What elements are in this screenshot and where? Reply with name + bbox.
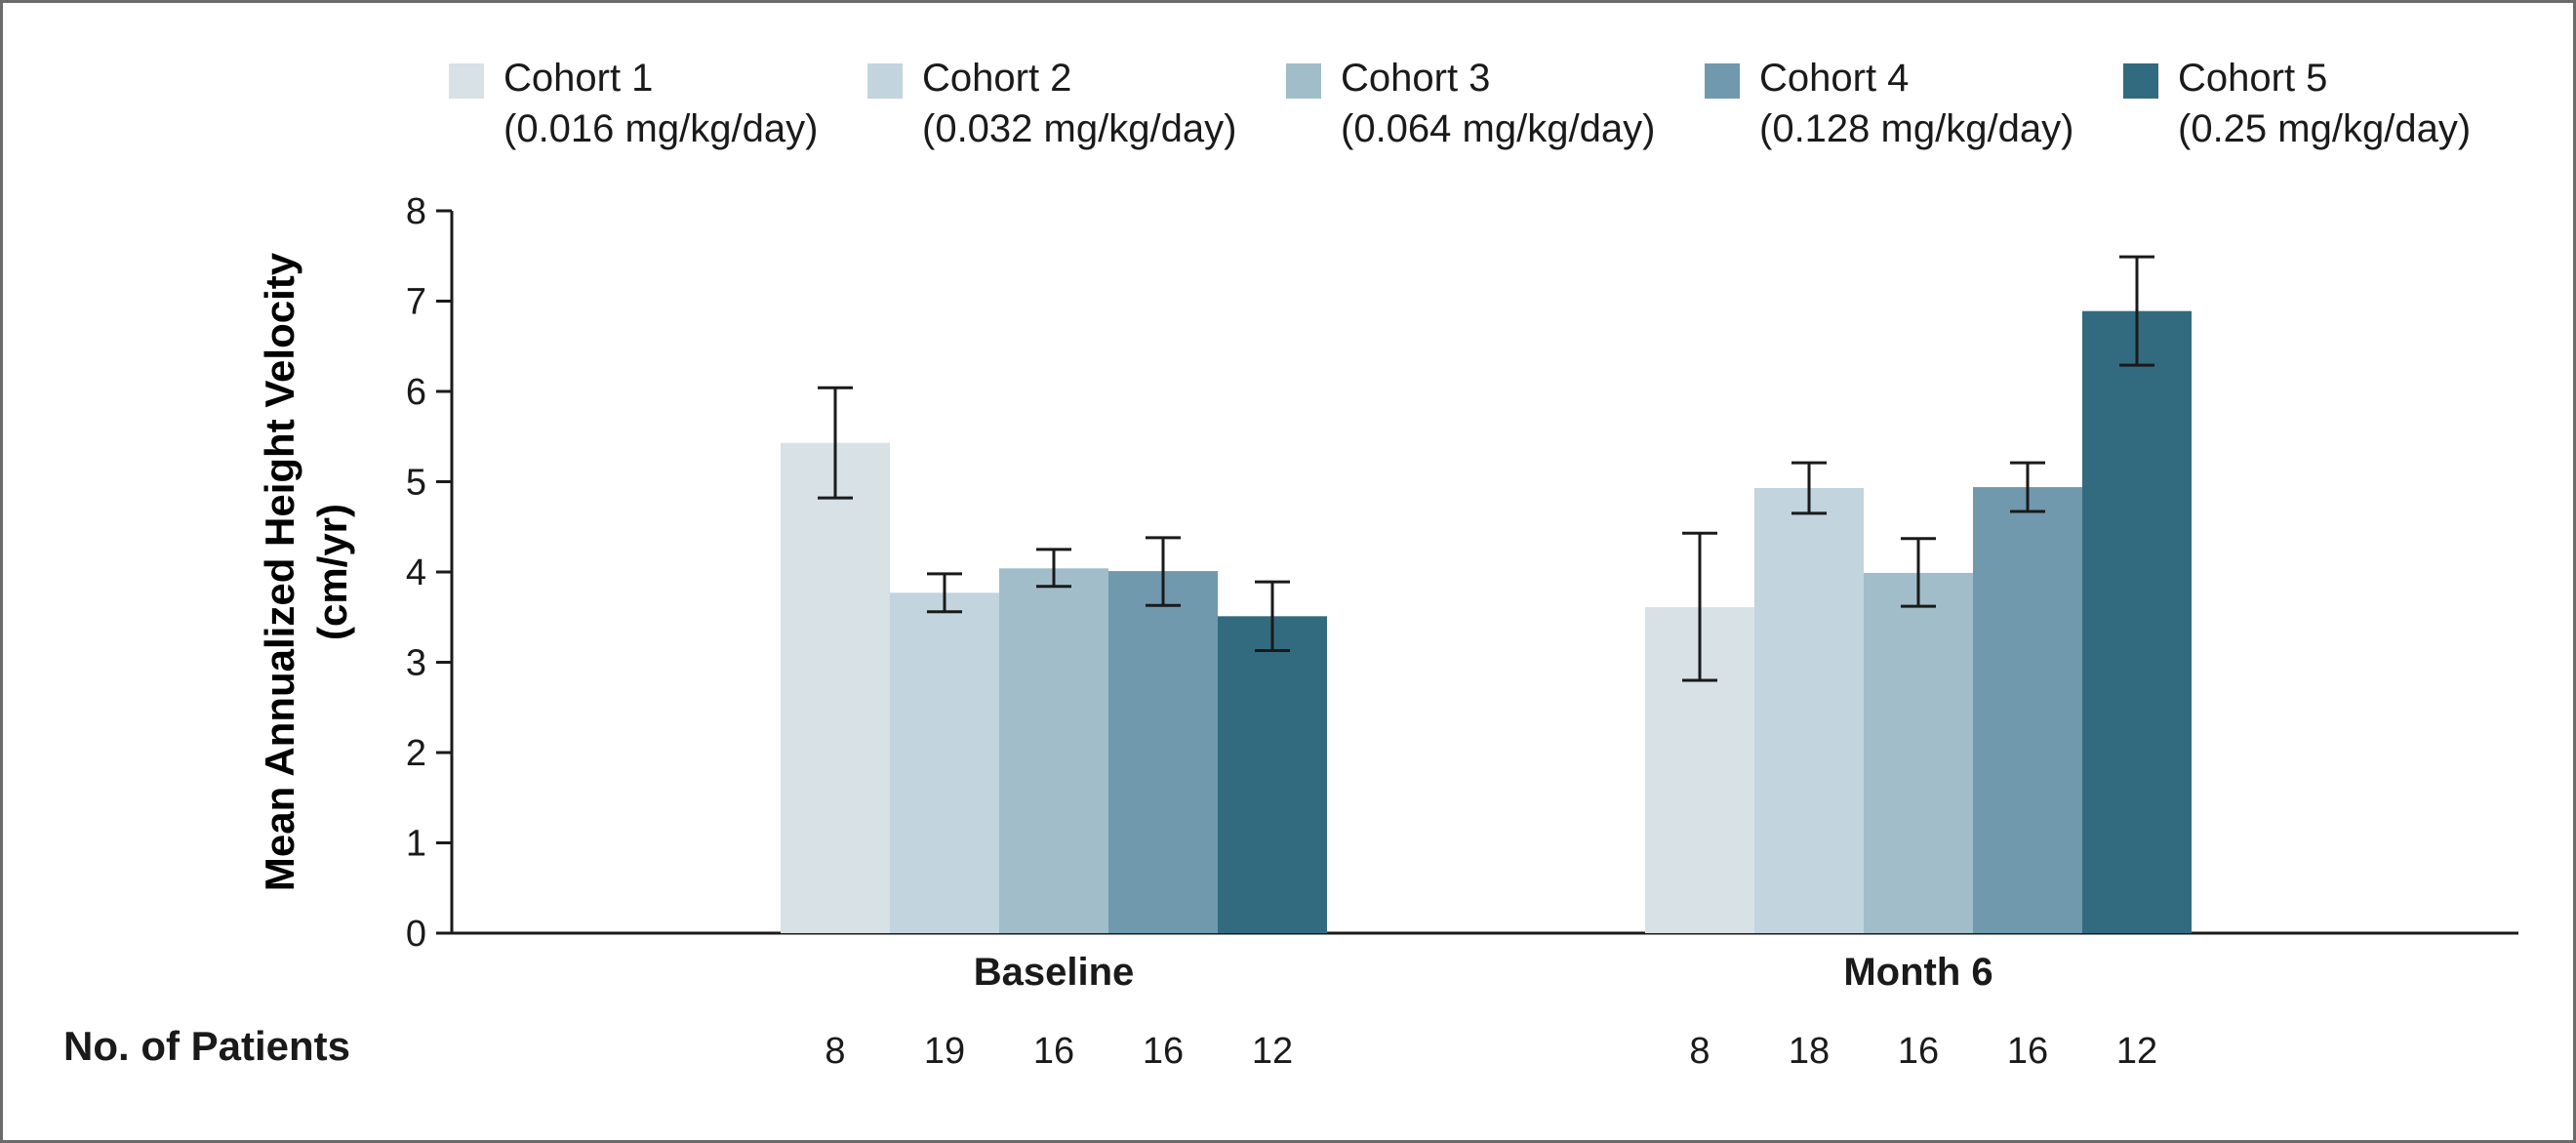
y-tick-label: 6 [406, 372, 426, 413]
y-tick-label: 1 [406, 824, 426, 865]
patient-count: 19 [924, 1031, 965, 1072]
patient-count: 16 [1143, 1031, 1184, 1072]
x-category-label: Baseline [974, 951, 1135, 994]
y-axis-label: Mean Annualized Height Velocity (cm/yr) [257, 252, 355, 891]
legend-dose: (0.064 mg/kg/day) [1341, 107, 1656, 150]
y-tick-label: 8 [406, 191, 426, 232]
bar [1218, 616, 1327, 933]
legend-label: Cohort 5 [2178, 57, 2328, 100]
y-tick-label: 5 [406, 463, 426, 504]
y-tick-label: 2 [406, 733, 426, 774]
legend-label: Cohort 2 [922, 57, 1072, 100]
legend-dose: (0.128 mg/kg/day) [1759, 107, 2074, 150]
patient-count: 16 [2007, 1031, 2048, 1072]
legend-label: Cohort 1 [503, 57, 654, 100]
bar-chart: Mean Annualized Height Velocity (cm/yr) … [257, 191, 2518, 1072]
y-tick-label: 3 [406, 643, 426, 684]
patient-count: 12 [2116, 1031, 2157, 1072]
y-tick-label: 4 [406, 552, 426, 593]
y-tick-label: 0 [406, 914, 426, 955]
legend-label: Cohort 3 [1341, 57, 1491, 100]
patient-count: 12 [1252, 1031, 1293, 1072]
legend-label: Cohort 4 [1759, 57, 1910, 100]
legend-swatch [1705, 63, 1740, 99]
patient-count: 16 [1898, 1031, 1939, 1072]
patient-count: 8 [1689, 1031, 1710, 1072]
y-axis-label-line2: (cm/yr) [309, 504, 355, 640]
y-axis-label-line1: Mean Annualized Height Velocity [257, 252, 302, 891]
axes: 0 1 2 3 4 5 6 7 8 [406, 191, 2518, 955]
legend: Cohort 1 (0.016 mg/kg/day) Cohort 2 (0.0… [3, 3, 2576, 169]
patient-counts: 8 19 16 16 12 8 18 16 16 12 [825, 1031, 2157, 1072]
bars [781, 310, 2192, 933]
bar [2082, 310, 2192, 933]
bar [1973, 487, 2082, 933]
legend-swatch [1286, 63, 1321, 99]
patient-count: 8 [825, 1031, 845, 1072]
category-labels: Baseline Month 6 [974, 951, 1993, 994]
patients-row-label: No. of Patients [63, 1023, 351, 1069]
legend-dose: (0.032 mg/kg/day) [922, 107, 1237, 150]
legend-swatch [2123, 63, 2158, 99]
bar [1108, 571, 1218, 933]
patient-count: 18 [1789, 1031, 1830, 1072]
bar [781, 442, 890, 933]
bar [999, 568, 1108, 933]
y-tick-label: 7 [406, 282, 426, 323]
legend-swatch [867, 63, 903, 99]
legend-swatch [449, 63, 484, 99]
bar [890, 592, 999, 933]
legend-dose: (0.25 mg/kg/day) [2178, 107, 2472, 150]
bar [1864, 572, 1973, 933]
error-bars [818, 255, 2154, 682]
x-category-label: Month 6 [1843, 951, 1992, 994]
bar [1754, 487, 1864, 933]
legend-dose: (0.016 mg/kg/day) [503, 107, 819, 150]
patient-count: 16 [1033, 1031, 1074, 1072]
